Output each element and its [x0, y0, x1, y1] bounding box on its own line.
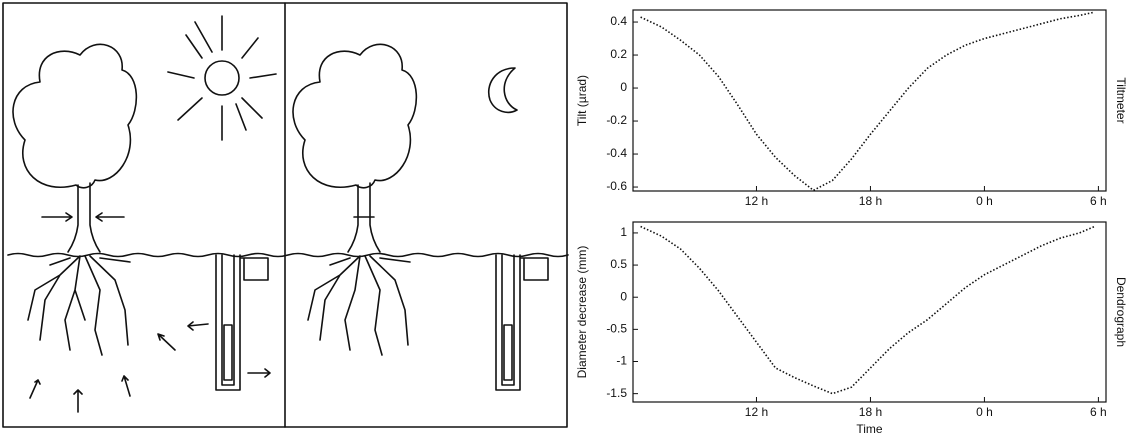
- x-tick-label: 12 h: [745, 194, 768, 208]
- y-axis-label: Tilt (µrad): [575, 75, 589, 126]
- y-tick-label: -0.6: [606, 179, 627, 193]
- tree-crown: [292, 43, 418, 189]
- water-arrows: [29, 321, 271, 413]
- tiltmeter: [495, 254, 549, 391]
- sun-rays: [167, 15, 277, 141]
- x-axis-label: Time: [856, 422, 883, 436]
- roots: [307, 255, 411, 356]
- y-axis-label: Diameter decrease (mm): [575, 246, 589, 379]
- y-tick-label: 0: [620, 80, 627, 94]
- x-tick-label: 6 h: [1090, 194, 1107, 208]
- y-tick-label: -1: [616, 354, 627, 368]
- x-tick-label: 18 h: [859, 405, 882, 419]
- ground: [7, 252, 569, 258]
- y-tick-label: -1.5: [606, 386, 627, 400]
- plot-frame: [632, 9, 1107, 192]
- y-tick-label: -0.5: [606, 322, 627, 336]
- y-tick-label: 0.4: [610, 14, 627, 28]
- y-tick-label: -0.2: [606, 113, 627, 127]
- tree-crown: [12, 43, 138, 189]
- y-tick-label: -0.4: [606, 146, 627, 160]
- data-line: [640, 225, 1095, 395]
- data-line: [640, 11, 1095, 192]
- y-tick-label: 1: [620, 225, 627, 239]
- x-tick-label: 0 h: [976, 405, 993, 419]
- x-tick-label: 0 h: [976, 194, 993, 208]
- tiltmeter: [215, 254, 269, 391]
- tree-day: [12, 15, 277, 413]
- tree-trunk: [67, 182, 101, 253]
- y-tick-label: 0.2: [610, 47, 627, 61]
- y-tick-label: 0: [620, 289, 627, 303]
- x-tick-label: 18 h: [859, 194, 882, 208]
- diagram: [2, 2, 569, 428]
- x-tick-label: 12 h: [745, 405, 768, 419]
- plot-frame: [632, 221, 1107, 403]
- y-tick-label: 0.5: [610, 257, 627, 271]
- tree-trunk: [347, 182, 381, 253]
- tree-night: [292, 43, 549, 391]
- trunk-arrows: [41, 212, 125, 222]
- side-label: Tiltmeter: [1114, 77, 1128, 123]
- sun: [204, 60, 240, 96]
- moon: [488, 67, 518, 114]
- roots: [27, 255, 131, 356]
- side-label: Dendrograph: [1114, 277, 1128, 347]
- x-tick-label: 6 h: [1090, 405, 1107, 419]
